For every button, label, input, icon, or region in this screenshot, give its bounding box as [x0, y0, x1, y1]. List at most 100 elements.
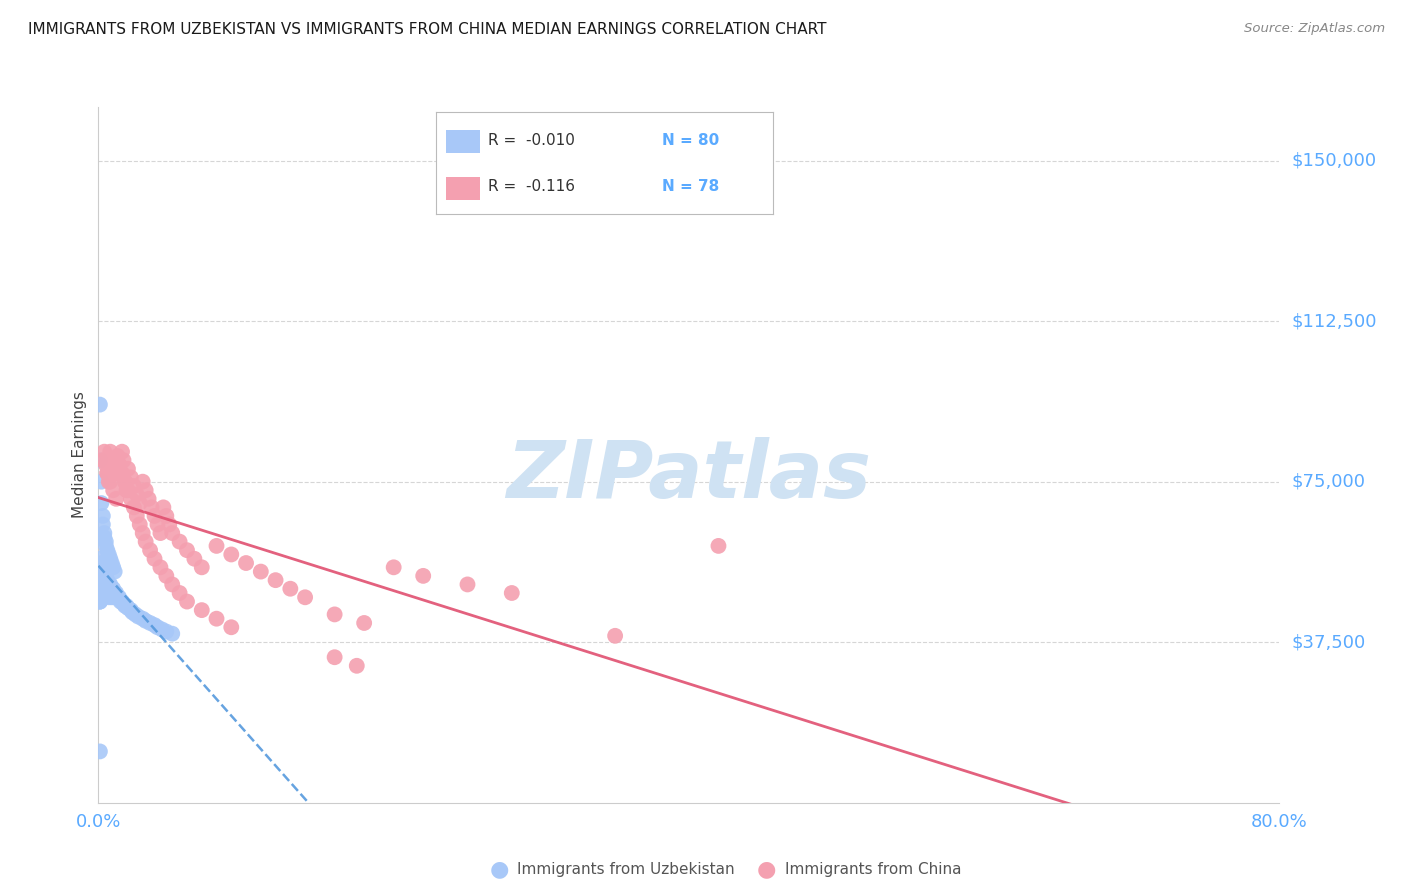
Point [149, 560, 172, 574]
Point [114, 475, 136, 489]
Point [205, 539, 228, 553]
Point [111, 466, 134, 480]
Point [107, 449, 129, 463]
Point [155, 569, 177, 583]
Point [135, 534, 157, 549]
Point [219, 620, 242, 634]
Point [100, 591, 122, 605]
Point [90, 565, 112, 579]
Point [97, 548, 120, 562]
Point [157, 517, 180, 532]
Point [501, 586, 523, 600]
Point [96, 586, 118, 600]
Point [114, 599, 136, 613]
Point [89, 560, 111, 574]
Point [96, 573, 118, 587]
Point [162, 526, 183, 541]
Point [90, 569, 112, 583]
Point [98, 444, 121, 458]
Point [169, 534, 191, 549]
Point [105, 466, 128, 480]
Point [143, 551, 166, 566]
Point [108, 591, 131, 605]
Point [250, 565, 273, 579]
Point [120, 470, 142, 484]
Point [138, 491, 160, 506]
Point [111, 594, 134, 608]
Point [94, 582, 117, 596]
Point [162, 626, 183, 640]
Point [117, 462, 139, 476]
Point [114, 475, 136, 489]
Point [346, 658, 368, 673]
Point [103, 483, 125, 498]
Point [191, 560, 214, 574]
Point [89, 569, 111, 583]
Point [120, 603, 142, 617]
Point [117, 601, 139, 615]
Point [100, 556, 122, 570]
Text: $150,000: $150,000 [1291, 152, 1376, 169]
Point [152, 500, 174, 515]
Point [108, 458, 131, 472]
Point [91, 577, 114, 591]
Point [93, 573, 115, 587]
Text: ZIPatlas: ZIPatlas [506, 437, 872, 515]
Point [96, 543, 118, 558]
Point [103, 582, 125, 596]
Point [128, 517, 150, 532]
Point [94, 458, 117, 472]
Point [90, 475, 112, 489]
Point [135, 614, 157, 628]
Point [94, 539, 117, 553]
Point [125, 487, 148, 501]
Point [117, 483, 139, 498]
Point [93, 582, 115, 596]
Point [323, 607, 346, 622]
Point [125, 508, 148, 523]
Point [108, 458, 131, 472]
Point [150, 623, 173, 637]
Point [121, 605, 143, 619]
Point [91, 591, 114, 605]
Point [94, 586, 117, 600]
Point [103, 586, 125, 600]
Text: ●: ● [489, 860, 509, 880]
Point [103, 462, 125, 476]
Text: Immigrants from China: Immigrants from China [785, 863, 962, 877]
Point [89, 744, 111, 758]
Text: $112,500: $112,500 [1291, 312, 1376, 330]
Text: $37,500: $37,500 [1291, 633, 1365, 651]
Point [90, 577, 112, 591]
Point [264, 573, 287, 587]
Point [111, 444, 134, 458]
Point [155, 508, 177, 523]
Point [605, 629, 627, 643]
Point [122, 500, 145, 515]
Text: R =  -0.116: R = -0.116 [488, 179, 575, 194]
Point [91, 517, 114, 532]
Point [97, 577, 120, 591]
Point [93, 526, 115, 541]
Text: Source: ZipAtlas.com: Source: ZipAtlas.com [1244, 22, 1385, 36]
Point [110, 466, 132, 480]
Point [382, 560, 405, 574]
Point [89, 594, 111, 608]
Point [91, 508, 114, 523]
Point [93, 530, 115, 544]
Text: IMMIGRANTS FROM UZBEKISTAN VS IMMIGRANTS FROM CHINA MEDIAN EARNINGS CORRELATION : IMMIGRANTS FROM UZBEKISTAN VS IMMIGRANTS… [28, 22, 827, 37]
Point [104, 591, 127, 605]
Point [91, 582, 114, 596]
Point [112, 453, 135, 467]
Point [103, 560, 125, 574]
Point [122, 479, 145, 493]
Point [110, 594, 132, 608]
Point [105, 491, 128, 506]
Point [120, 491, 142, 506]
Text: Immigrants from Uzbekistan: Immigrants from Uzbekistan [517, 863, 735, 877]
Point [97, 591, 120, 605]
Point [104, 586, 127, 600]
Point [89, 577, 111, 591]
Point [94, 569, 117, 583]
Point [90, 556, 112, 570]
